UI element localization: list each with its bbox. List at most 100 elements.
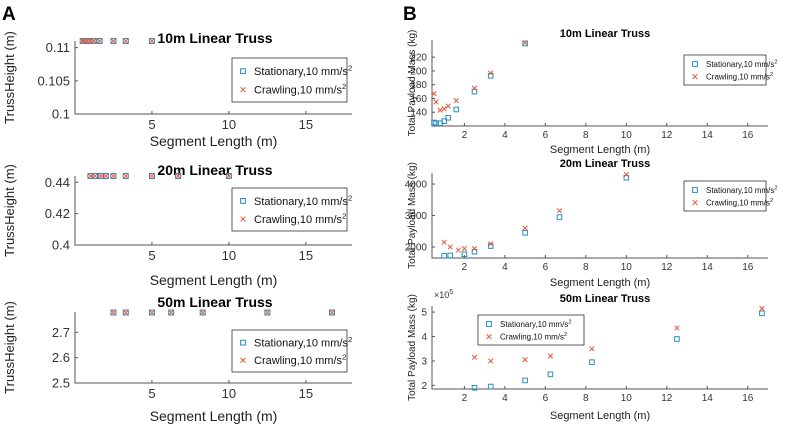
data-point-stationary [122,38,129,44]
x-tick-label: 14 [702,130,714,141]
x-tick-label: 14 [702,262,714,273]
y-tick-label: 0.42 [45,206,70,221]
data-point-crawling [759,305,765,312]
y-axis-label: Total Payload Mass (kg) [407,294,418,401]
axes-b2 [431,173,768,259]
y-tick-label: 3 [421,356,427,367]
data-point-crawling [329,309,335,316]
chart-title: 20m Linear Truss [560,158,651,170]
data-point-crawling [488,358,494,364]
axes-b1 [431,40,768,127]
legend-marker-crawling [240,357,246,363]
data-point-crawling [79,38,86,44]
data-point-stationary [471,384,478,391]
axis-multiplier: ×105 [434,289,453,300]
x-tick-label: 4 [502,262,508,273]
x-axis-label: Segment Length (m) [150,133,278,149]
data-point-crawling [175,173,181,179]
data-point-stationary [471,88,478,95]
plots-group: 5 10 15 0.1 0.105 0.11 10m Linear Truss Segment… [2,28,777,424]
y-tick-label: 2000 [405,242,428,253]
y-axis-label: TrussHeight (m) [2,301,17,394]
x-tick-label: 12 [661,262,673,273]
data-point-stationary [148,173,155,179]
legend-label-crawling: Crawling,10 mm/s2 [254,82,346,96]
legend-marker-crawling [240,216,246,222]
x-tick-label: 8 [583,130,589,141]
x-axis-label: Segment Length (m) [550,410,650,422]
x-tick-label: 10 [621,393,633,404]
data-point-crawling [488,70,494,76]
data-point-crawling [122,38,129,44]
data-point-crawling [87,173,94,179]
data-point-stationary [168,309,175,316]
data-point-stationary [522,377,528,384]
data-point-stationary [110,173,117,179]
legend-box [683,54,767,86]
data-point-crawling [461,245,468,252]
data-point-crawling [122,173,129,179]
chart-title: 20m Linear Truss [157,162,272,178]
x-tick-label: 5 [148,248,155,263]
y-tick-label: 180 [410,80,427,91]
y-axis-label: TrussHeight (m) [2,164,17,257]
y-tick-label: 220 [410,53,427,64]
legend-box [231,187,348,232]
legend-marker-crawling [692,73,698,80]
x-tick-label: 16 [742,262,754,273]
legend-label-crawling: Crawling,10 mm/s2 [254,353,346,367]
data-point-crawling [556,208,563,214]
data-point-crawling [589,346,595,352]
x-tick-label: 16 [742,130,754,141]
x-tick-label: 10 [621,262,633,273]
data-point-stationary [148,38,155,44]
chart-title: 10m Linear Truss [157,30,272,46]
data-point-crawling [168,309,175,316]
data-point-stationary [328,309,335,316]
data-point-crawling [92,173,98,179]
data-point-crawling [453,97,459,104]
x-tick-label: 10 [222,117,236,132]
data-point-stationary [441,118,447,124]
y-tick-label: 200 [410,66,427,77]
data-point-crawling [199,309,206,316]
x-tick-label: 5 [148,386,155,401]
legend-label-crawling: Crawling,10 mm/s2 [500,332,567,341]
chart-a2: 5 10 15 0.4 0.42 0.44 20m Linear Truss Segment … [2,162,352,288]
data-point-crawling [122,309,129,316]
chart-a3: 5 10 15 2.5 2.6 2.7 50m Linear Truss Segment Le… [2,294,352,424]
data-point-stationary [589,359,595,365]
legend-box [477,314,585,346]
data-point-stationary [674,336,680,342]
x-tick-label: 16 [742,393,754,404]
y-tick-label: 0.11 [46,40,70,55]
legend-marker-stationary [486,321,492,327]
y-tick-label: 0.1 [52,107,70,122]
x-tick-label: 6 [543,393,549,404]
data-point-stationary [487,383,494,390]
y-tick-label: 2 [421,381,427,392]
data-point-crawling [149,38,155,44]
data-point-crawling [149,173,155,179]
legend-label-crawling: Crawling,10 mm/s2 [706,198,773,207]
data-point-stationary [547,371,554,378]
chart-b3: 2 4 6 8 10 12 14 16 2 3 4 5 50m Linear Truss Segment … [407,289,768,422]
legend-label-crawling: Crawling,10 mm/s2 [254,211,346,225]
axes-b3 [431,306,768,390]
data-point-stationary [623,174,630,181]
x-tick-label: 12 [661,393,673,404]
x-tick-label: 8 [583,393,589,404]
data-point-crawling [471,85,478,91]
legend-label-stationary: Stationary,10 mm/s2 [706,60,777,69]
x-tick-label: 8 [583,262,589,273]
data-point-stationary [225,173,232,179]
legend-label-stationary: Stationary,10 mm/s2 [254,64,352,78]
data-point-stationary [759,310,765,317]
data-point-crawling [522,40,528,46]
x-tick-label: 15 [299,117,313,132]
legend-box [231,329,348,373]
y-tick-label: 160 [410,94,427,105]
chart-title: 50m Linear Truss [560,293,651,305]
chart-b2: 2 4 6 8 10 12 14 16 2000 3000 4000 20m Linear Truss… [405,158,778,289]
